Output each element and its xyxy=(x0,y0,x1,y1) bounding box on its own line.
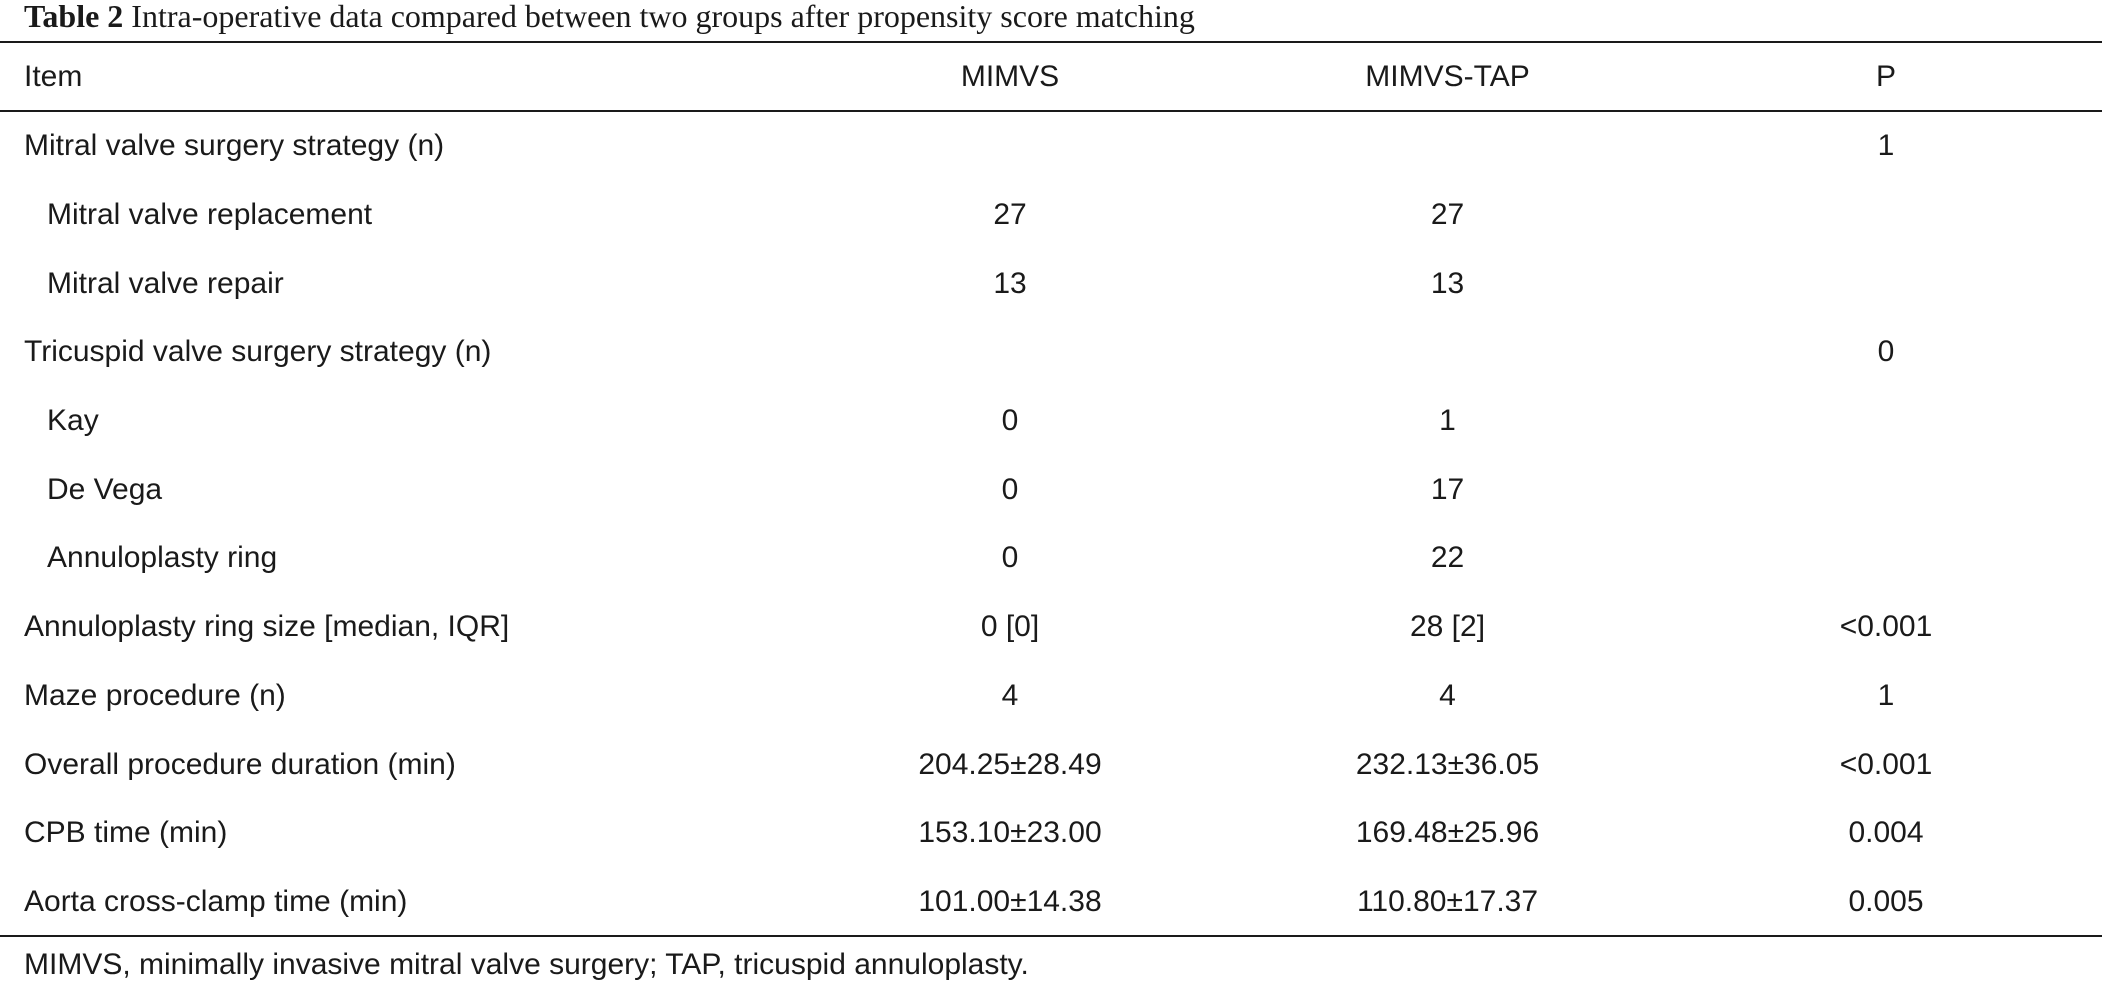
table-caption-label: Table 2 xyxy=(24,0,124,34)
row-p-cell xyxy=(1670,455,2102,524)
row-mimvs-cell xyxy=(795,318,1225,387)
column-header-item: Item xyxy=(24,60,83,93)
row-mimvs-tap-cell: 27 xyxy=(1430,198,1465,232)
row-item-cell: Annuloplasty ring xyxy=(47,541,278,575)
row-item-cell: Maze procedure (n) xyxy=(24,678,286,712)
row-mimvs-cell: 101.00±14.38 xyxy=(918,884,1102,918)
row-p-cell: <0.001 xyxy=(1839,747,1933,781)
row-mimvs-tap-cell: 22 xyxy=(1430,541,1465,575)
table-row: Kay 0 1 xyxy=(0,387,2102,456)
table-row: Mitral valve repair 13 13 xyxy=(0,249,2102,318)
row-mimvs-tap-cell xyxy=(1225,112,1670,181)
table-footnote: MIMVS, minimally invasive mitral valve s… xyxy=(24,948,1029,981)
column-header-p: P xyxy=(1875,60,1896,93)
row-mimvs-tap-cell xyxy=(1225,318,1670,387)
row-p-cell xyxy=(1670,387,2102,456)
row-item-cell: Mitral valve replacement xyxy=(47,198,373,232)
row-item-cell: Annuloplasty ring size [median, IQR] xyxy=(24,610,510,644)
row-mimvs-cell: 0 [0] xyxy=(980,610,1040,644)
row-item-cell: Mitral valve repair xyxy=(47,266,284,300)
row-p-cell: 0 xyxy=(1877,335,1895,369)
row-mimvs-cell xyxy=(795,112,1225,181)
row-item-cell: Overall procedure duration (min) xyxy=(24,747,456,781)
row-mimvs-tap-cell: 232.13±36.05 xyxy=(1355,747,1540,781)
row-p-cell: 1 xyxy=(1877,678,1895,712)
table-top-rule xyxy=(0,41,2102,43)
row-mimvs-cell: 4 xyxy=(1001,678,1019,712)
column-header-mimvs: MIMVS xyxy=(960,60,1060,93)
row-item-cell: Kay xyxy=(47,404,99,438)
table-row: Maze procedure (n) 4 4 1 xyxy=(0,662,2102,731)
row-mimvs-cell: 0 xyxy=(1001,472,1019,506)
row-item-cell: CPB time (min) xyxy=(24,816,228,850)
table-bottom-rule xyxy=(0,935,2102,937)
row-mimvs-tap-cell: 110.80±17.37 xyxy=(1356,884,1539,918)
row-item-cell: Tricuspid valve surgery strategy (n) xyxy=(24,335,492,369)
row-mimvs-cell: 153.10±23.00 xyxy=(918,816,1102,850)
row-mimvs-cell: 0 xyxy=(1001,541,1019,575)
row-mimvs-tap-cell: 169.48±25.96 xyxy=(1355,816,1540,850)
row-item-cell: De Vega xyxy=(47,472,163,506)
row-mimvs-tap-cell: 17 xyxy=(1430,472,1465,506)
table-row: Mitral valve replacement 27 27 xyxy=(0,181,2102,250)
table-row: De Vega 0 17 xyxy=(0,455,2102,524)
table-row: Tricuspid valve surgery strategy (n) 0 xyxy=(0,318,2102,387)
row-mimvs-cell: 13 xyxy=(993,266,1027,300)
table-row: Mitral valve surgery strategy (n) 1 xyxy=(0,112,2102,181)
row-mimvs-tap-cell: 1 xyxy=(1439,404,1456,438)
row-p-cell xyxy=(1670,181,2102,250)
row-p-cell: 0.004 xyxy=(1848,816,1924,850)
row-p-cell xyxy=(1670,524,2102,593)
row-mimvs-tap-cell: 4 xyxy=(1439,678,1456,712)
table-header-row: Item MIMVS MIMVS-TAP P xyxy=(0,42,2102,112)
row-p-cell xyxy=(1670,249,2102,318)
row-p-cell: <0.001 xyxy=(1839,610,1933,644)
row-mimvs-cell: 204.25±28.49 xyxy=(918,747,1102,781)
column-header-mimvs-tap: MIMVS-TAP xyxy=(1365,60,1530,93)
table-header-rule xyxy=(0,110,2102,112)
table-caption: Table 2 Intra-operative data compared bet… xyxy=(24,0,1195,40)
row-item-cell: Mitral valve surgery strategy (n) xyxy=(24,129,445,163)
table-row: Aorta cross-clamp time (min) 101.00±14.3… xyxy=(0,868,2102,937)
row-mimvs-cell: 0 xyxy=(1001,404,1019,438)
row-p-cell: 0.005 xyxy=(1848,884,1924,918)
row-mimvs-cell: 27 xyxy=(993,198,1027,232)
table-row: Annuloplasty ring 0 22 xyxy=(0,524,2102,593)
row-mimvs-tap-cell: 28 [2] xyxy=(1409,610,1486,644)
table-row: Overall procedure duration (min) 204.25±… xyxy=(0,730,2102,799)
row-item-cell: Aorta cross-clamp time (min) xyxy=(24,884,408,918)
table-row: CPB time (min) 153.10±23.00 169.48±25.96… xyxy=(0,799,2102,868)
table-row: Annuloplasty ring size [median, IQR] 0 [… xyxy=(0,593,2102,662)
table-caption-text: Intra-operative data compared between tw… xyxy=(131,0,1195,34)
intra-operative-data-table: Item MIMVS MIMVS-TAP P Mitral valve surg… xyxy=(0,42,2102,936)
row-mimvs-tap-cell: 13 xyxy=(1430,266,1465,300)
row-p-cell: 1 xyxy=(1877,129,1895,163)
